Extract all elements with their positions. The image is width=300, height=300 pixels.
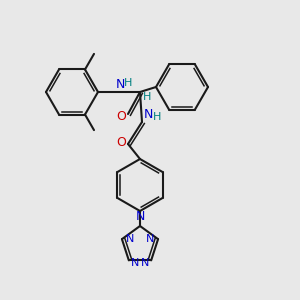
Text: N: N (143, 107, 153, 121)
Text: H: H (153, 112, 161, 122)
Text: O: O (116, 110, 126, 124)
Text: H: H (124, 78, 132, 88)
Text: N: N (126, 234, 134, 244)
Text: N: N (146, 234, 154, 244)
Text: N: N (115, 79, 125, 92)
Text: O: O (116, 136, 126, 148)
Text: N: N (141, 258, 149, 268)
Text: H: H (143, 92, 151, 102)
Text: N: N (135, 211, 145, 224)
Text: N: N (130, 258, 139, 268)
